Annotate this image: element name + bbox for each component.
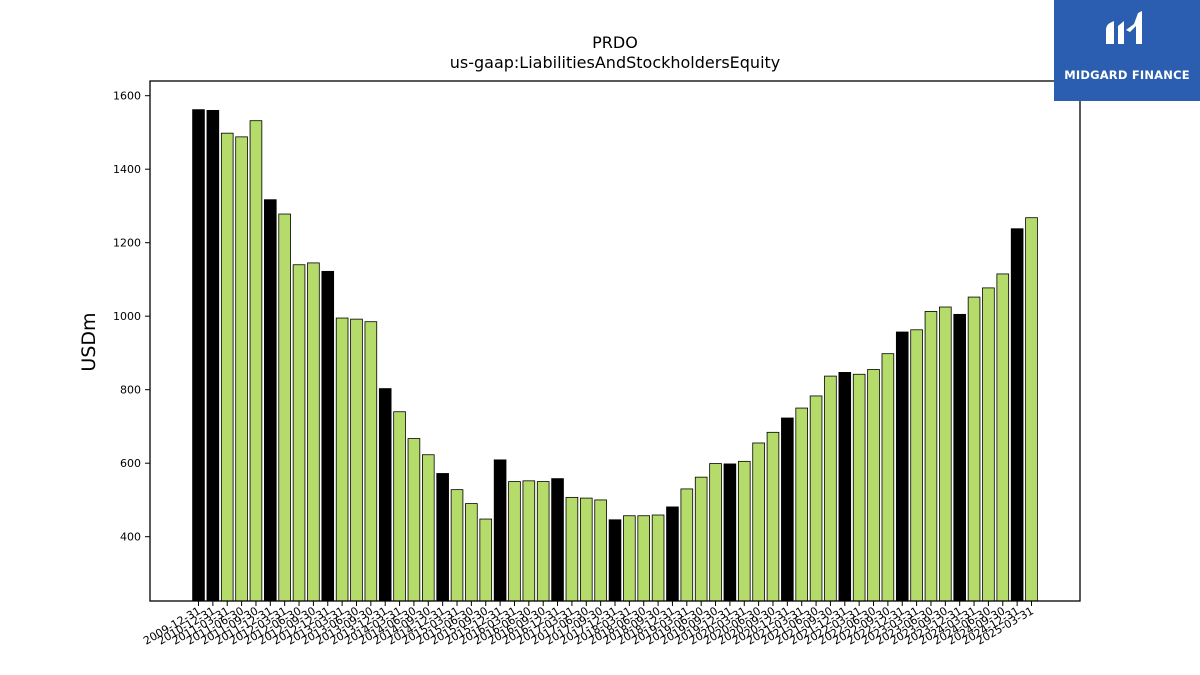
bar-2011-03-31 [220, 132, 234, 602]
bar-2019-12-31 [723, 463, 737, 602]
bar-2021-06-30 [809, 395, 823, 602]
bar-2023-03-31 [910, 329, 923, 602]
bar-2015-09-30 [479, 518, 493, 602]
bar-2022-09-30 [881, 353, 895, 602]
bar-2015-12-31 [493, 459, 507, 602]
bar-2019-09-30 [709, 463, 722, 602]
bar-2012-09-30 [307, 262, 320, 602]
bar-2019-03-31 [680, 488, 694, 602]
bar-2018-09-30 [651, 514, 665, 602]
y-tick-label: 400 [120, 531, 141, 544]
bar-2020-12-31 [781, 417, 794, 602]
chart-title: PRDO [592, 33, 638, 52]
bar-2011-12-31 [264, 199, 277, 602]
bar-2024-06-30 [982, 287, 995, 602]
y-axis-label: USDm [78, 312, 100, 371]
bar-2009-12-31 [192, 109, 205, 602]
bar-2025-03-31 [1025, 217, 1038, 602]
bar-2011-09-30 [249, 120, 263, 602]
bar-2020-03-31 [737, 460, 751, 602]
bar-2014-06-30 [407, 438, 421, 602]
y-axis-ticks: 400 600 800 1000 1200 1400 1600 [113, 90, 150, 544]
bar-2016-06-30 [522, 480, 536, 602]
bar-2013-12-31 [378, 388, 392, 602]
bar-series [192, 109, 1038, 602]
bar-2018-06-30 [637, 515, 651, 602]
bar-2021-12-31 [838, 372, 852, 602]
bar-2023-09-30 [939, 306, 952, 602]
plot-frame [149, 80, 1081, 602]
bar-2014-09-30 [421, 454, 435, 602]
bar-2022-03-31 [852, 373, 866, 602]
bar-2020-06-30 [752, 442, 765, 602]
bar-2011-06-30 [235, 136, 248, 602]
bar-2015-06-30 [465, 503, 478, 602]
bar-2021-03-31 [795, 407, 809, 602]
bar-2019-06-30 [694, 476, 708, 602]
y-tick-label: 1200 [113, 237, 141, 250]
bar-2017-03-31 [565, 496, 579, 602]
bar-2013-06-30 [350, 318, 363, 602]
y-tick-label: 1600 [113, 90, 141, 103]
bar-2023-06-30 [924, 311, 938, 602]
bar-2012-03-31 [278, 213, 291, 602]
bar-2022-06-30 [867, 369, 880, 602]
bar-2015-03-31 [450, 489, 464, 602]
bar-2021-09-30 [824, 375, 837, 602]
bar-2023-12-31 [953, 313, 966, 602]
bar-2018-12-31 [666, 506, 679, 602]
y-tick-label: 600 [120, 457, 141, 470]
y-tick-label: 800 [120, 384, 141, 397]
y-tick-label: 1000 [113, 310, 141, 323]
bar-2012-06-30 [292, 264, 306, 602]
brand-mark-icon [1106, 11, 1142, 44]
bar-2017-06-30 [579, 497, 593, 602]
bar-2024-12-31 [1010, 228, 1024, 602]
bar-2016-12-31 [551, 478, 564, 602]
bar-2022-12-31 [895, 331, 909, 602]
brand-name: MIDGARD FINANCE [1064, 68, 1190, 82]
bar-2017-09-30 [594, 499, 607, 602]
bar-2024-03-31 [967, 296, 981, 602]
bar-2016-09-30 [536, 481, 550, 602]
bar-2013-03-31 [335, 317, 349, 602]
bar-2017-12-31 [608, 519, 622, 602]
bar-2020-09-30 [766, 431, 780, 602]
brand-logo: MIDGARD FINANCE [1054, 0, 1200, 101]
bar-2024-09-30 [996, 273, 1010, 602]
bar-2014-12-31 [436, 473, 449, 602]
bar-2010-12-31 [206, 110, 220, 602]
chart-subtitle: us-gaap:LiabilitiesAndStockholdersEquity [450, 53, 781, 72]
bar-2014-03-31 [393, 411, 406, 602]
x-axis-ticks: 2009-12-312010-12-312011-03-312011-06-30… [141, 601, 1036, 648]
bar-2012-12-31 [321, 270, 335, 602]
bar-2018-03-31 [623, 515, 636, 602]
bar-2013-09-30 [364, 321, 378, 602]
bar-2016-03-31 [508, 481, 521, 602]
y-tick-label: 1400 [113, 163, 141, 176]
